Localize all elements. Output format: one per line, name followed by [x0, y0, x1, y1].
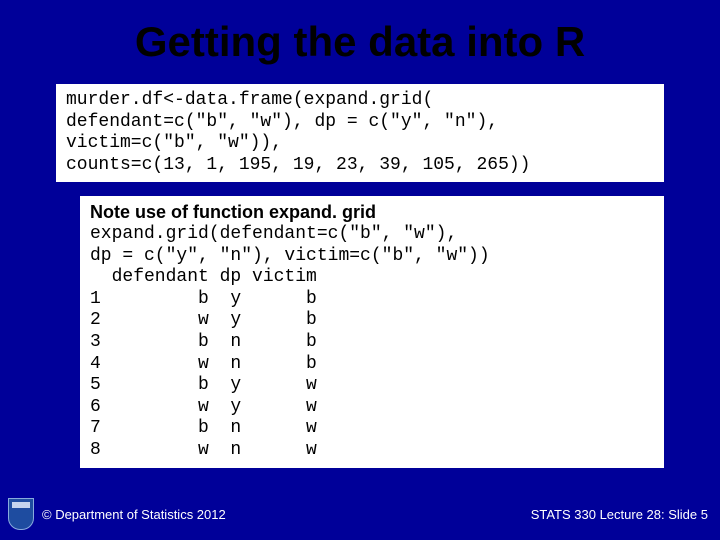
footer-left: © Department of Statistics 2012 — [8, 498, 226, 530]
slide-title: Getting the data into R — [0, 0, 720, 76]
slide-footer: © Department of Statistics 2012 STATS 33… — [0, 498, 720, 530]
university-crest-icon — [8, 498, 34, 530]
note-code: expand.grid(defendant=c("b", "w"), dp = … — [90, 224, 654, 462]
note-heading: Note use of function expand. grid — [90, 202, 654, 224]
slide-reference: STATS 330 Lecture 28: Slide 5 — [531, 507, 708, 522]
code-block-note: Note use of function expand. grid expand… — [80, 196, 664, 467]
copyright-text: © Department of Statistics 2012 — [42, 507, 226, 522]
code-block-main: murder.df<-data.frame(expand.grid( defen… — [56, 84, 664, 182]
